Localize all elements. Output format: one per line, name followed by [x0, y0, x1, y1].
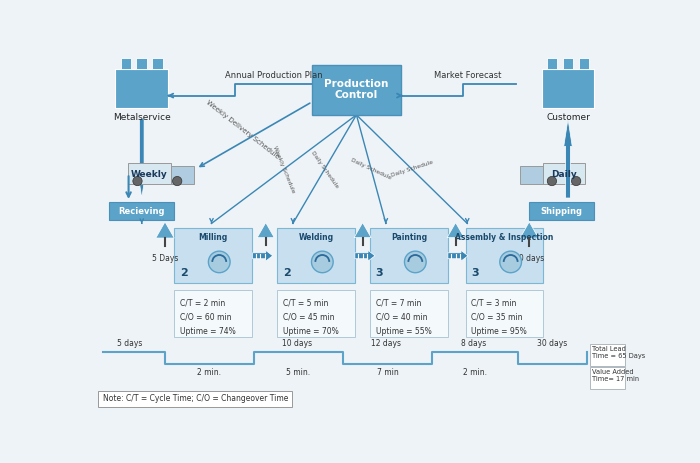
Text: Uptime = 55%: Uptime = 55%: [376, 327, 431, 337]
Text: C/T = 2 min: C/T = 2 min: [180, 298, 225, 307]
Text: Daily Schedule: Daily Schedule: [350, 157, 392, 181]
FancyBboxPatch shape: [370, 228, 448, 283]
Polygon shape: [253, 250, 273, 261]
FancyBboxPatch shape: [128, 163, 171, 184]
FancyBboxPatch shape: [116, 69, 168, 108]
Polygon shape: [156, 222, 174, 238]
Text: Customer: Customer: [546, 113, 590, 122]
Circle shape: [312, 251, 333, 273]
FancyBboxPatch shape: [370, 290, 448, 337]
FancyBboxPatch shape: [174, 228, 252, 283]
Polygon shape: [520, 222, 538, 238]
FancyBboxPatch shape: [109, 202, 174, 220]
Text: Market Forecast: Market Forecast: [433, 71, 501, 80]
Text: Weekly Delivery Schedule: Weekly Delivery Schedule: [205, 99, 280, 160]
FancyBboxPatch shape: [578, 58, 589, 69]
Text: Shipping: Shipping: [541, 206, 583, 216]
Text: Daily: Daily: [551, 170, 577, 179]
Text: Welding: Welding: [299, 233, 334, 243]
Text: Uptime = 70%: Uptime = 70%: [283, 327, 339, 337]
FancyBboxPatch shape: [174, 290, 252, 337]
FancyBboxPatch shape: [277, 290, 355, 337]
FancyBboxPatch shape: [563, 58, 573, 69]
Text: Total Lead
Time = 65 Days: Total Lead Time = 65 Days: [592, 346, 645, 359]
Text: Milling: Milling: [198, 233, 228, 243]
FancyBboxPatch shape: [529, 202, 594, 220]
FancyBboxPatch shape: [171, 166, 194, 184]
Text: 2 min.: 2 min.: [463, 368, 487, 377]
FancyBboxPatch shape: [277, 228, 355, 283]
Circle shape: [571, 176, 581, 186]
FancyBboxPatch shape: [542, 163, 585, 184]
Text: Annual Production Plan: Annual Production Plan: [225, 71, 322, 80]
Text: 30 days: 30 days: [514, 254, 545, 263]
Circle shape: [133, 176, 142, 186]
Text: Weekly: Weekly: [131, 170, 168, 179]
Text: C/T = 5 min: C/T = 5 min: [283, 298, 328, 307]
Text: Production
Control: Production Control: [324, 79, 389, 100]
Text: 3: 3: [376, 268, 384, 278]
Circle shape: [405, 251, 426, 273]
Text: Metalservice: Metalservice: [113, 113, 171, 122]
FancyBboxPatch shape: [589, 344, 625, 366]
Polygon shape: [137, 119, 146, 198]
Text: C/O = 60 min: C/O = 60 min: [180, 313, 231, 322]
Text: Daily Schedule: Daily Schedule: [390, 160, 433, 178]
Text: C/T = 7 min: C/T = 7 min: [376, 298, 421, 307]
FancyBboxPatch shape: [519, 166, 542, 184]
Text: 10 days: 10 days: [281, 339, 312, 348]
Text: 8 days: 8 days: [461, 339, 486, 348]
Text: Daily Schedule: Daily Schedule: [310, 150, 340, 188]
FancyBboxPatch shape: [312, 65, 401, 115]
Text: 5 days: 5 days: [118, 339, 143, 348]
Text: Recieving: Recieving: [118, 206, 165, 216]
Text: 2: 2: [283, 268, 290, 278]
Text: Note: C/T = Cycle Time; C/O = Changeover Time: Note: C/T = Cycle Time; C/O = Changeover…: [103, 394, 288, 403]
Text: Painting: Painting: [391, 233, 427, 243]
FancyBboxPatch shape: [547, 58, 557, 69]
Text: Uptime = 74%: Uptime = 74%: [180, 327, 235, 337]
Polygon shape: [448, 250, 468, 261]
FancyBboxPatch shape: [153, 58, 163, 69]
Circle shape: [173, 176, 182, 186]
FancyBboxPatch shape: [589, 368, 625, 389]
FancyBboxPatch shape: [120, 58, 131, 69]
Text: 12 days: 12 days: [371, 339, 401, 348]
Circle shape: [500, 251, 522, 273]
Text: 30 days: 30 days: [538, 339, 568, 348]
Text: 5 min.: 5 min.: [286, 368, 310, 377]
Polygon shape: [355, 250, 375, 261]
FancyBboxPatch shape: [98, 390, 292, 407]
FancyBboxPatch shape: [136, 58, 147, 69]
Circle shape: [209, 251, 230, 273]
Text: C/O = 40 min: C/O = 40 min: [376, 313, 427, 322]
Text: Assembly & Inspection: Assembly & Inspection: [455, 233, 554, 243]
Polygon shape: [257, 223, 274, 238]
Circle shape: [547, 176, 556, 186]
Text: Weekly Schedule: Weekly Schedule: [272, 145, 295, 194]
FancyBboxPatch shape: [466, 228, 543, 283]
Polygon shape: [447, 223, 464, 238]
Text: 2: 2: [180, 268, 188, 278]
Text: C/O = 35 min: C/O = 35 min: [471, 313, 523, 322]
Text: Uptime = 95%: Uptime = 95%: [471, 327, 527, 337]
Text: C/O = 45 min: C/O = 45 min: [283, 313, 335, 322]
Text: Value Added
Time= 17 min: Value Added Time= 17 min: [592, 369, 639, 382]
FancyBboxPatch shape: [466, 290, 543, 337]
Text: 2 min.: 2 min.: [197, 368, 221, 377]
Polygon shape: [564, 119, 573, 198]
Text: 3: 3: [471, 268, 479, 278]
Text: C/T = 3 min: C/T = 3 min: [471, 298, 517, 307]
Text: 5 Days: 5 Days: [152, 254, 178, 263]
Text: 7 min: 7 min: [377, 368, 398, 377]
FancyBboxPatch shape: [542, 69, 594, 108]
Polygon shape: [354, 223, 371, 238]
